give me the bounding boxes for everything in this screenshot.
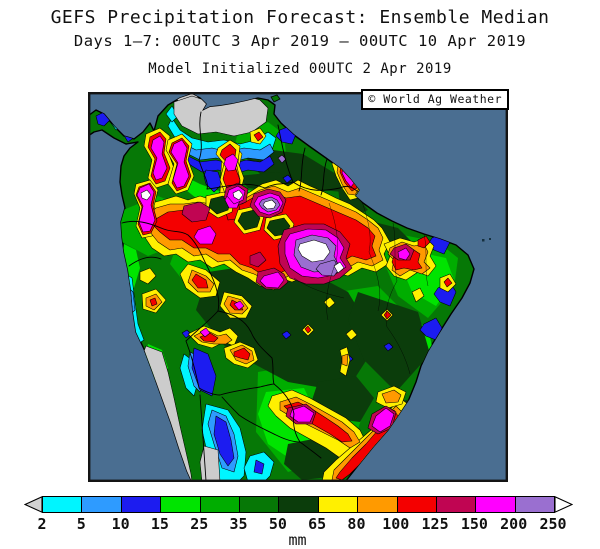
legend-segment [317, 496, 359, 513]
legend-segment [81, 496, 122, 513]
legend-tick-label: 10 [111, 515, 130, 533]
legend-tick-label: 2 [37, 515, 47, 533]
legend-colorbar [24, 496, 573, 513]
legend-segment [396, 496, 437, 513]
legend-segment [120, 496, 162, 513]
legend-tick-label: 150 [460, 515, 488, 533]
legend-tick-label: 25 [190, 515, 209, 533]
legend-tick-label: 100 [382, 515, 410, 533]
legend-segment [475, 496, 516, 513]
map-frame [88, 92, 508, 482]
legend-segment [435, 496, 477, 513]
legend-tick-label: 15 [150, 515, 169, 533]
legend-segment [278, 496, 319, 513]
contours-heavy [133, 127, 457, 482]
precipitation-map [88, 92, 508, 482]
legend-tick-label: 80 [347, 515, 366, 533]
model-init-line: Model Initialized 00UTC 2 Apr 2019 [148, 61, 452, 77]
legend-segment [514, 496, 556, 513]
legend-segments [42, 496, 556, 513]
legend-segment [199, 496, 240, 513]
legend-ticks: 2 5 10 15 25 35 50 65 80 100 125 150 200 250 [37, 515, 566, 533]
page-title: GEFS Precipitation Forecast: Ensemble Me… [50, 7, 550, 28]
legend-tick-label: 35 [229, 515, 248, 533]
legend-segment [42, 496, 83, 513]
legend-tick-label: 50 [268, 515, 287, 533]
legend-segment [238, 496, 280, 513]
legend-tick-label: 250 [539, 515, 567, 533]
islands [270, 94, 491, 242]
legend-tick-label: 65 [308, 515, 327, 533]
copyright-badge: © World Ag Weather [361, 89, 509, 110]
legend-tick-label: 125 [421, 515, 449, 533]
legend-tick-label: 200 [500, 515, 528, 533]
country-borders [121, 111, 429, 482]
legend-arrow-low [24, 496, 42, 513]
map-canvas [88, 92, 508, 482]
forecast-period: Days 1–7: 00UTC 3 Apr 2019 — 00UTC 10 Ap… [73, 32, 527, 50]
legend-arrow-high [555, 496, 573, 513]
legend-unit-label: mm [288, 531, 307, 549]
legend-tick-label: 5 [76, 515, 86, 533]
legend-segment [160, 496, 201, 513]
legend-segment [357, 496, 398, 513]
